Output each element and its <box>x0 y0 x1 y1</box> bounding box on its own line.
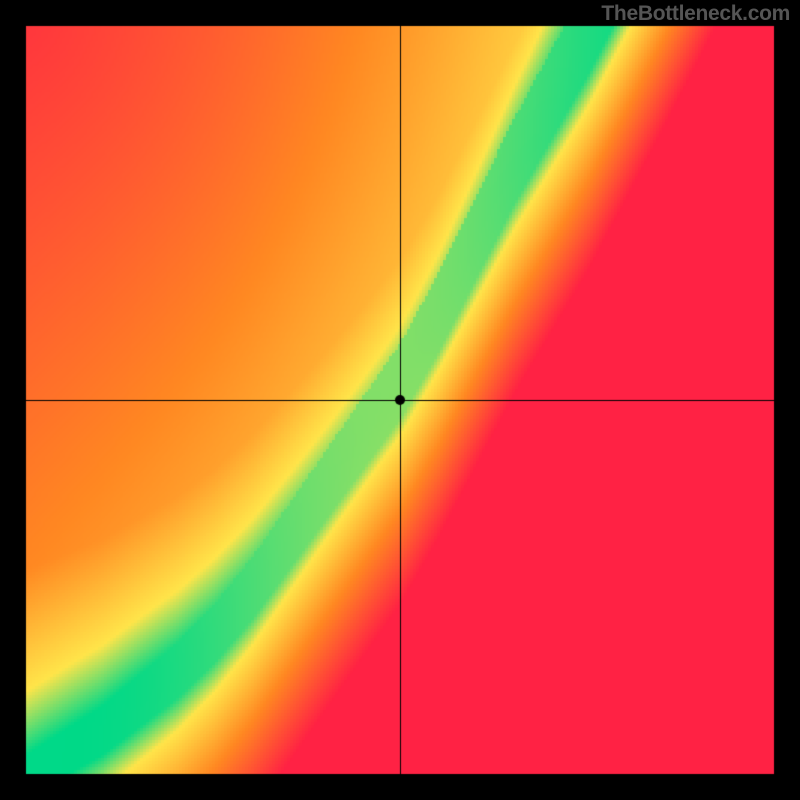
watermark-text: TheBottleneck.com <box>601 2 790 26</box>
heatmap-canvas <box>0 0 800 800</box>
chart-container: TheBottleneck.com <box>0 0 800 800</box>
